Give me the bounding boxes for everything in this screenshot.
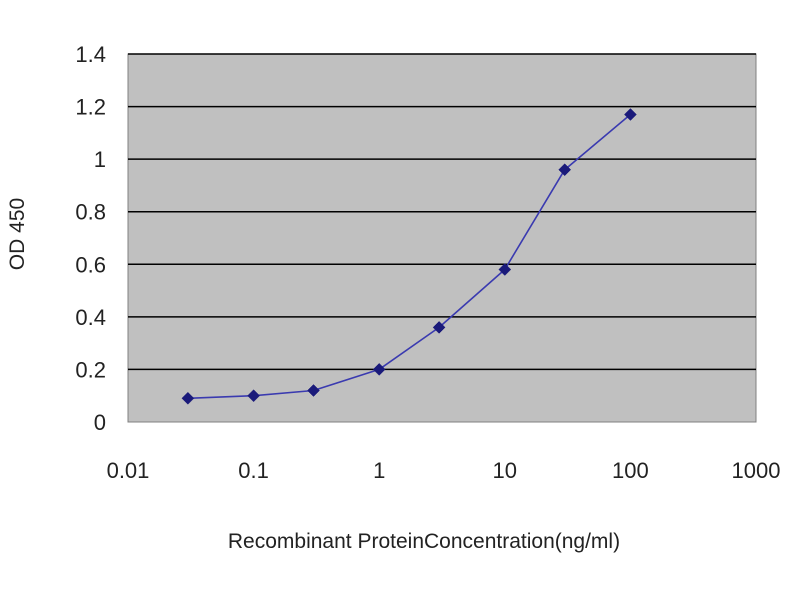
x-tick-label: 100	[612, 458, 649, 483]
plot-area	[127, 53, 757, 423]
series-line	[187, 113, 631, 400]
data-point	[247, 389, 260, 403]
y-tick-label: 0.4	[75, 305, 106, 330]
data-point	[307, 384, 320, 397]
data-point	[624, 108, 637, 121]
data-point	[372, 363, 386, 376]
y-tick-label: 0.2	[75, 357, 106, 382]
x-tick-label: 1	[373, 458, 385, 483]
y-tick-label: 0.8	[75, 200, 106, 225]
x-tick-label: 0.01	[107, 458, 150, 483]
data-point	[181, 391, 195, 405]
y-axis-ticks: 0 0.2 0.4 0.6 0.8 1 1.2 1.4	[75, 42, 106, 435]
data-point	[498, 263, 512, 276]
x-tick-label: 0.1	[238, 458, 269, 483]
y-tick-label: 1	[94, 147, 106, 172]
grid-lines	[128, 53, 756, 371]
y-tick-label: 1.4	[75, 42, 106, 67]
x-tick-label: 10	[493, 458, 517, 483]
y-axis-label: OD 450	[6, 198, 29, 270]
x-tick-label: 1000	[732, 458, 781, 483]
series-lines	[187, 113, 631, 400]
y-tick-label: 1.2	[75, 95, 106, 120]
y-tick-label: 0	[94, 410, 106, 435]
y-tick-label: 0.6	[75, 252, 106, 277]
x-axis-ticks: 0.01 0.1 1 10 100 1000	[107, 458, 781, 483]
series-markers	[181, 108, 637, 405]
data-point	[558, 163, 572, 177]
data-point	[432, 321, 446, 334]
x-axis-label: Recombinant ProteinConcentration(ng/ml)	[228, 530, 620, 553]
